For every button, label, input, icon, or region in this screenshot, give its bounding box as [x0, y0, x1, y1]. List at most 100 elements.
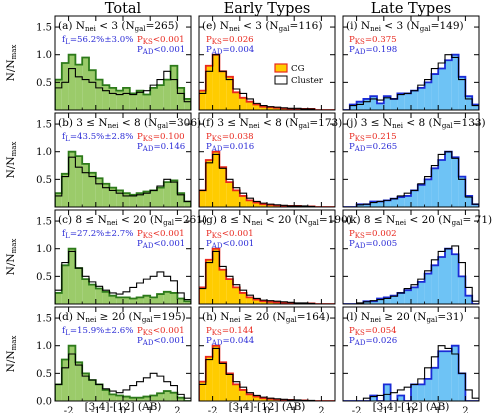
ad-symbol: P: [206, 239, 212, 249]
panel-label: (i) Nnei < 3 (Ngal=149): [346, 20, 464, 33]
y-axis-label-main: N/N: [5, 253, 17, 275]
cg-histogram-bar: [267, 301, 274, 304]
panel-h: -2 -1 0 1 2 (h) Nnei ≥ 20 (Ngal=164) PKS=0.144…: [198, 306, 336, 413]
ad-symbol: P: [137, 336, 143, 346]
cg-histogram-bar: [102, 183, 110, 207]
panel-label-text: < 3 (N: [96, 20, 135, 32]
ks-pvalue-text: PKS=0.038: [206, 132, 254, 143]
panel-label-subscript: gal: [420, 25, 432, 33]
cg-histogram-bar: [95, 288, 103, 304]
cg-histogram-bar: [451, 345, 459, 401]
ad-value: =0.044: [222, 336, 254, 346]
panel-label-subscript: gal: [426, 316, 438, 324]
cg-histogram-bar: [465, 96, 473, 110]
panel-label-subscript: nei: [229, 316, 241, 324]
panel-label-text: (b) 3 ≤ N: [58, 117, 108, 129]
ad-value: =0.005: [365, 239, 397, 249]
panel-label-subscript: nei: [108, 122, 120, 130]
cg-histogram-bar: [383, 200, 391, 207]
ad-pvalue-text: PAD<0.001: [206, 239, 254, 250]
cg-histogram-bar: [136, 397, 144, 401]
panel-label-subscript: gal: [298, 122, 310, 130]
cg-histogram-bar: [417, 281, 425, 304]
panel-label-text: ≥ 20 (N: [96, 311, 141, 323]
late-fraction-symbol: f: [62, 326, 66, 336]
panel-label-text: < 3 (N: [381, 20, 420, 32]
ks-value: <0.001: [153, 326, 185, 336]
y-axis-label-group: N/Nmax: [5, 336, 18, 373]
panel-plot-area: [343, 53, 479, 110]
cg-histogram-bar: [438, 160, 445, 207]
y-axis-label-main: N/N: [5, 350, 17, 372]
ad-pvalue-text: PAD=0.016: [206, 142, 254, 153]
cg-histogram-bar: [129, 93, 137, 110]
ks-pvalue-text: PKS<0.001: [206, 229, 254, 240]
late-fraction-symbol: f: [62, 132, 66, 142]
cg-histogram-bar: [157, 187, 164, 207]
cg-histogram-bar: [68, 248, 76, 304]
ad-symbol: P: [349, 239, 355, 249]
panel-label-text: =265): [146, 20, 179, 32]
x-tick-label: -1: [235, 406, 245, 413]
panel-label-text: (g) 8 ≤ N: [202, 214, 252, 226]
cg-histogram-bar: [417, 87, 425, 110]
ks-value: =0.026: [222, 35, 254, 45]
cg-histogram-bar: [61, 173, 69, 207]
cg-histogram-bar: [68, 151, 76, 207]
cg-histogram-bar: [451, 54, 459, 110]
ad-value: <0.001: [153, 336, 185, 346]
ad-pvalue-text: PAD=0.026: [349, 336, 397, 347]
cg-histogram-bar: [157, 294, 164, 304]
cg-histogram-bar: [246, 297, 254, 304]
cg-histogram-bar: [239, 195, 247, 207]
ks-subscript: KS: [212, 135, 222, 143]
late-fraction-text: fL=15.9%±2.6%: [62, 326, 133, 337]
panel-e: (e) Nnei < 3 (Ngal=116)PKS=0.026PAD=0.00…: [198, 15, 336, 111]
cg-histogram-bar: [458, 76, 466, 110]
cluster-histogram-outline: [55, 353, 191, 401]
x-tick-label: -2: [208, 406, 218, 413]
cg-histogram-bar: [177, 87, 185, 110]
ks-subscript: KS: [355, 232, 365, 240]
ks-value: =0.144: [222, 326, 254, 336]
cg-histogram-bar: [109, 87, 117, 110]
ad-pvalue-text: PAD<0.001: [137, 239, 185, 250]
ks-pvalue-text: PKS=0.144: [206, 326, 254, 337]
y-axis-label: N/Nmax: [5, 336, 18, 373]
cg-histogram-bar: [163, 182, 171, 207]
cg-histogram-bar: [424, 273, 432, 304]
ks-subscript: KS: [355, 38, 365, 46]
panel-b: 0.5 1.0 1.5 (b) 3 ≤ Nnei < 8 (Ngal=306) fL=4…: [36, 112, 201, 208]
cg-histogram-bar: [260, 204, 267, 207]
cg-histogram-bar: [260, 106, 267, 110]
ks-value: =0.375: [365, 35, 397, 45]
cg-histogram-bar: [136, 193, 144, 207]
panel-a: 0.5 1.0 1.5 (a) Nnei < 3 (Ngal=265) fL=56.2%…: [36, 15, 192, 111]
late-fraction-value: =43.5%±2.8%: [70, 132, 134, 142]
late-fraction-subscript: L: [65, 38, 70, 46]
cluster-histogram-outline: [343, 245, 479, 304]
cg-histogram-outline: [199, 247, 335, 304]
panel-label: (c) 8 ≤ Nnei < 20 (Ngal=261): [58, 214, 207, 227]
y-tick-label: 1.0: [36, 50, 52, 61]
panel-plot-area: [343, 344, 479, 401]
panel-plot-area: [343, 245, 479, 304]
cg-histogram-bar: [219, 167, 227, 207]
cg-histogram-bar: [177, 397, 185, 401]
y-axis-label-subscript: max: [10, 336, 18, 351]
panel-label-text: =133): [453, 117, 486, 129]
panel-label-subscript: gal: [452, 219, 464, 227]
panel-label-text: (d) N: [58, 311, 85, 323]
cg-histogram-bar: [390, 98, 398, 110]
panel-label-text: =31): [437, 311, 463, 323]
cg-histogram-bar: [55, 292, 62, 304]
cg-histogram-bar: [349, 104, 357, 110]
panel-label-text: =190): [319, 214, 352, 226]
ad-symbol: P: [349, 45, 355, 55]
ad-pvalue-text: PAD=0.146: [137, 142, 185, 153]
cg-histogram-bar: [199, 90, 206, 110]
column-title: Total: [105, 1, 142, 17]
panel-label: (e) Nnei < 3 (Ngal=116): [202, 20, 322, 33]
cg-histogram-bar: [239, 97, 247, 110]
x-axis-label: [3.4]-[12] (AB): [373, 401, 450, 413]
